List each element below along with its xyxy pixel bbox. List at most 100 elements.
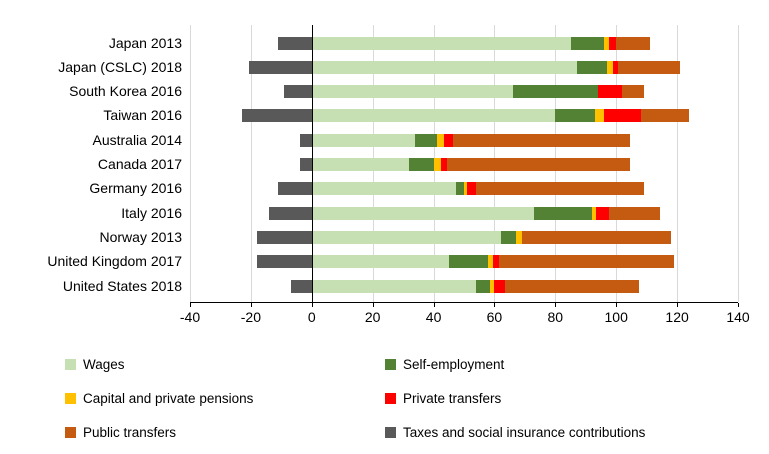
legend-item-capital-and-private-pensions: Capital and private pensions [65,392,253,406]
axis-tick-mark [311,303,313,307]
gridline [677,25,679,302]
bar-segment-private-transfers [441,158,448,171]
axis-tick-mark [433,303,435,307]
legend-swatch-taxes-and-social-insurance-contributions [385,427,396,438]
x-tick-label: 80 [547,309,564,325]
bar-segment-wages [311,36,571,50]
bar-segment-capital-and-private-pensions [607,60,614,74]
bar-segment-capital-and-private-pensions [488,255,493,269]
category-label-canada-2017: Canada 2017 [97,156,182,172]
bar-segment-self-employment [555,109,595,123]
bar-segment-capital-and-private-pensions [464,182,467,196]
axis-tick-mark [250,303,252,307]
x-tick-label: -40 [179,309,201,325]
legend-swatch-public-transfers [65,427,76,438]
bar-segment-capital-and-private-pensions [489,279,495,293]
bar-segment-public-transfers [453,133,630,147]
category-label-taiwan-2016: Taiwan 2016 [103,107,182,124]
x-tick-label: 20 [364,309,381,325]
legend-label-wages: Wages [83,357,125,372]
bar-segment-private-transfers [608,36,617,50]
bar-segment-wages [311,158,410,171]
bar-segment-capital-and-private-pensions [436,133,445,147]
bar-segment-taxes-and-social-insurance-contributions [241,109,312,123]
bar-segment-public-transfers [499,255,675,269]
bar-segment-public-transfers [608,206,661,220]
x-tick-label: 60 [486,309,503,325]
category-label-united-kingdom-2017: United Kingdom 2017 [47,253,182,270]
bar-segment-wages [311,133,416,147]
legend-label-self-employment: Self-employment [403,357,505,372]
legend-item-taxes-and-social-insurance-contributions: Taxes and social insurance contributions [385,426,645,440]
category-label-italy-2016: Italy 2016 [121,204,182,221]
bar-segment-wages [311,206,534,220]
category-label-norway-2013: Norway 2013 [99,228,183,245]
bar-segment-public-transfers [521,230,671,244]
legend-swatch-capital-and-private-pensions [65,393,76,404]
bar-segment-self-employment [500,230,516,244]
bar-segment-taxes-and-social-insurance-contributions [269,206,312,220]
axis-tick-mark [494,303,496,307]
bar-segment-wages [311,182,457,196]
bar-segment-self-employment [570,36,605,50]
legend-item-public-transfers: Public transfers [65,426,176,440]
category-label-japan-cslc-2018: Japan (CSLC) 2018 [58,58,182,75]
bar-segment-self-employment [448,255,489,269]
gridline [250,25,252,302]
bar-segment-taxes-and-social-insurance-contributions [299,158,312,171]
bar-segment-private-transfers [467,182,477,196]
bar-segment-self-employment [476,279,490,293]
bar-segment-wages [311,279,477,293]
bar-segment-private-transfers [604,109,641,123]
bar-segment-wages [311,60,577,74]
bar-segment-public-transfers [505,279,640,293]
bar-segment-wages [311,255,449,269]
legend-item-wages: Wages [65,358,125,372]
bar-segment-taxes-and-social-insurance-contributions [257,255,312,269]
legend-label-public-transfers: Public transfers [83,425,177,440]
bar-segment-capital-and-private-pensions [591,206,597,220]
category-label-south-korea-2016: South Korea 2016 [69,83,182,100]
bar-segment-self-employment [409,158,434,171]
bar-segment-taxes-and-social-insurance-contributions [278,36,312,50]
bar-segment-self-employment [512,85,598,99]
plot-area [190,25,739,303]
bar-segment-public-transfers [447,158,630,171]
x-tick-label: -20 [240,309,261,325]
bar-segment-private-transfers [444,133,454,147]
legend-swatch-self-employment [385,359,396,370]
bar-segment-taxes-and-social-insurance-contributions [249,60,312,74]
bar-segment-self-employment [534,206,592,220]
axis-tick-mark [555,303,557,307]
axis-tick-mark [190,303,191,307]
bar-segment-private-transfers [596,206,609,220]
category-label-australia-2014: Australia 2014 [92,131,182,148]
bar-segment-capital-and-private-pensions [594,109,604,123]
bar-segment-public-transfers [640,109,690,123]
legend-label-taxes-and-social-insurance-contributions: Taxes and social insurance contributions [403,425,646,440]
gridline [738,25,739,302]
bar-segment-self-employment [456,182,464,196]
axis-tick-mark [738,303,739,307]
bar-segment-wages [311,85,513,99]
x-tick-label: 40 [425,309,442,325]
bar-segment-capital-and-private-pensions [515,230,522,244]
bar-segment-taxes-and-social-insurance-contributions [284,85,312,99]
bar-segment-capital-and-private-pensions [604,36,609,50]
bar-segment-public-transfers [476,182,644,196]
legend-label-capital-and-private-pensions: Capital and private pensions [83,391,254,406]
bar-segment-taxes-and-social-insurance-contributions [278,182,312,196]
bar-segment-private-transfers [494,279,506,293]
category-label-united-states-2018: United States 2018 [62,277,182,294]
bar-segment-taxes-and-social-insurance-contributions [299,133,312,147]
x-tick-label: 120 [665,309,689,325]
legend-label-private-transfers: Private transfers [403,391,502,406]
x-tick-label: 0 [307,309,316,325]
bar-segment-taxes-and-social-insurance-contributions [257,230,312,244]
bar-segment-private-transfers [613,60,618,74]
bar-segment-self-employment [576,60,607,74]
bar-segment-public-transfers [622,85,644,99]
legend-swatch-private-transfers [385,393,396,404]
legend-item-self-employment: Self-employment [385,358,504,372]
